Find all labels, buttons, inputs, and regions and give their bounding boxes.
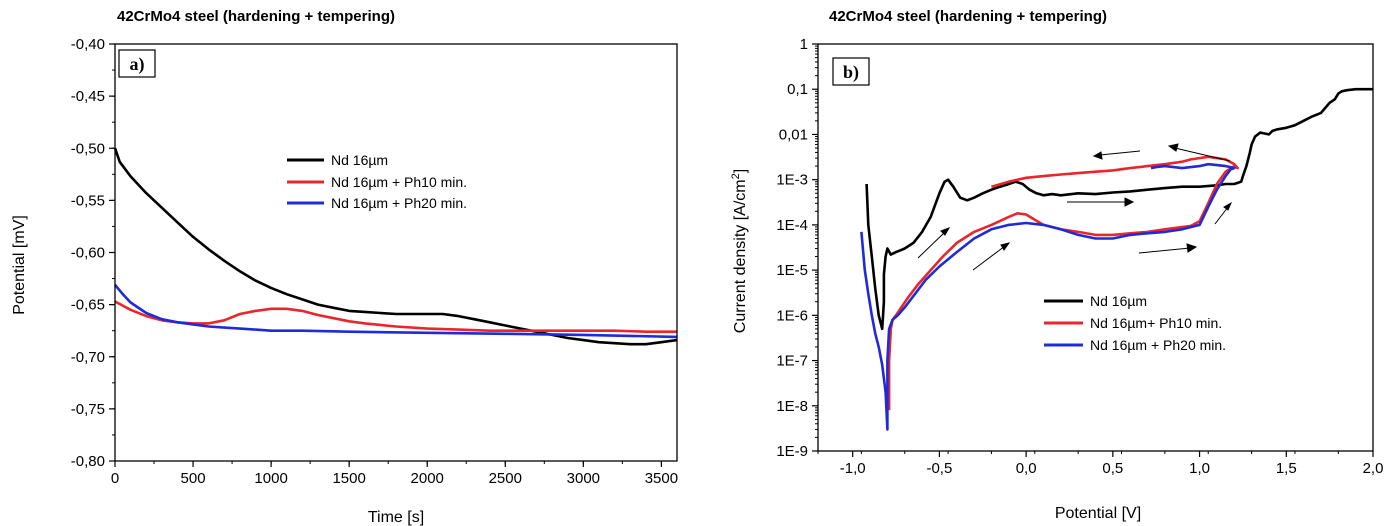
chart-b-legend-label-1: Nd 16µm+ Ph10 min. (1090, 315, 1222, 331)
chart-b-arrowhead-2 (1000, 242, 1011, 251)
chart-b-xlabel: Potential [V] (1055, 505, 1141, 522)
chart-b-ylabel-group: Current density [A/cm2] (730, 169, 749, 333)
chart-b-xtick-label-2: 0,0 (1016, 460, 1037, 477)
chart-b-arrows (917, 143, 1233, 271)
chart-a-xlabel: Time [s] (368, 509, 424, 526)
chart-a-ytick-label-2: -0,70 (71, 349, 105, 366)
chart-b-ytick-label-4: 1E-5 (776, 262, 808, 279)
chart-b-arrowhead-7 (1092, 151, 1103, 160)
chart-b-xtick-label-5: 1,5 (1276, 460, 1297, 477)
chart-a-title: 42CrMo4 steel (hardening + tempering) (117, 8, 395, 25)
chart-a-series-1 (114, 300, 677, 334)
chart-b-plot: -1,0 -0,5 0,0 0,5 1,0 1,5 2,0 1E-9 1E-8 1E-7 1E-6 1… (776, 36, 1383, 477)
chart-b-ytick-label-9: 1 (800, 36, 808, 53)
chart-b-title: 42CrMo4 steel (hardening + tempering) (829, 8, 1107, 25)
chart-b-arrow-4 (1138, 247, 1191, 254)
chart-b-xtick-label-0: -1,0 (840, 460, 866, 477)
chart-a-ytick-label-3: -0,65 (71, 297, 105, 314)
chart-b-xtick-label-1: -0,5 (926, 460, 952, 477)
chart-a-xtick-label-7: 3500 (645, 470, 678, 487)
chart-b-ytick-label-2: 1E-7 (776, 353, 808, 370)
chart-a-legend-label-1: Nd 16µm + Ph10 min. (331, 174, 467, 190)
chart-b-series-2 (860, 162, 1236, 431)
chart-b-arrowhead-6 (1167, 143, 1179, 152)
chart-a-ytick-label-0: -0,80 (71, 453, 105, 470)
chart-b-ytick-label-1: 1E-8 (776, 398, 808, 415)
chart-b-series-0 (865, 87, 1373, 331)
chart-a-xtick-label-2: 1000 (254, 470, 287, 487)
chart-a-xtick-label-6: 3000 (567, 470, 600, 487)
chart-b-panel-label: b) (843, 62, 859, 83)
chart-b-panel-label-box (832, 57, 870, 86)
chart-b-legend-label-2: Nd 16µm + Ph20 min. (1090, 337, 1226, 353)
chart-a-panel-label-box (118, 49, 156, 78)
chart-b-legend: Nd 16µm Nd 16µm+ Ph10 min. Nd 16µm + Ph2… (1044, 293, 1226, 353)
chart-a-panel-label: a) (130, 54, 145, 75)
chart-b-arrow-7 (1099, 150, 1141, 156)
chart-b: 42CrMo4 steel (hardening + tempering) Cu… (730, 8, 1383, 522)
chart-b-ytick-label-8: 0,1 (787, 81, 808, 98)
chart-b-series-1 (887, 155, 1239, 411)
chart-a-ytick-label-7: -0,45 (71, 88, 105, 105)
chart-b-arrowhead-1 (940, 227, 951, 236)
chart-b-arrow-1 (917, 231, 946, 259)
chart-b-arrowhead-5 (1223, 201, 1233, 211)
chart-b-ytick-label-7: 0,01 (779, 126, 808, 143)
chart-a-xtick-label-1: 500 (181, 470, 206, 487)
chart-a-xtick-label-0: 0 (111, 470, 119, 487)
chart-b-ytick-label-5: 1E-4 (776, 217, 808, 234)
chart-b-arrowhead-4 (1186, 243, 1198, 253)
chart-a-series-0 (113, 147, 678, 346)
chart-b-ytick-label-3: 1E-6 (776, 307, 808, 324)
chart-a-ytick-label-5: -0,55 (71, 192, 105, 209)
chart-b-xtick-label-6: 2,0 (1363, 460, 1384, 477)
chart-a-xtick-label-3: 1500 (332, 470, 365, 487)
chart-a-xtick-label-4: 2000 (411, 470, 444, 487)
chart-a-ylabel-group: Potential [mV] (11, 215, 28, 315)
chart-a: 42CrMo4 steel (hardening + tempering) Po… (11, 8, 678, 526)
chart-b-plot-frame (817, 43, 1374, 452)
chart-a-plot: 0 500 1000 1500 2000 2500 3000 3500 -0,80 -0,75 -0… (71, 36, 678, 487)
chart-b-arrow-5 (1214, 206, 1229, 225)
chart-a-legend-label-2: Nd 16µm + Ph20 min. (331, 195, 467, 211)
chart-b-arrow-6 (1174, 147, 1231, 162)
chart-a-plot-frame (114, 43, 678, 462)
chart-a-ytick-label-8: -0,40 (71, 36, 105, 53)
chart-a-ytick-label-1: -0,75 (71, 401, 105, 418)
chart-b-arrowhead-3 (1124, 197, 1135, 207)
chart-b-ylabel: Current density [A/cm2] (730, 169, 749, 333)
chart-a-ytick-label-4: -0,60 (71, 245, 105, 262)
chart-b-xtick-label-3: 0,5 (1102, 460, 1123, 477)
chart-b-ytick-label-6: 1E-3 (776, 172, 808, 189)
chart-a-ylabel: Potential [mV] (11, 215, 28, 315)
chart-b-xtick-label-4: 1,0 (1189, 460, 1210, 477)
chart-a-xtick-label-5: 2500 (489, 470, 522, 487)
chart-a-legend-label-0: Nd 16µm (331, 152, 388, 168)
chart-a-ytick-label-6: -0,50 (71, 140, 105, 157)
chart-a-legend: Nd 16µm Nd 16µm + Ph10 min. Nd 16µm + Ph… (287, 152, 467, 211)
chart-b-legend-label-0: Nd 16µm (1090, 293, 1147, 309)
chart-a-series-2 (113, 283, 678, 339)
chart-b-ytick-label-0: 1E-9 (776, 443, 808, 460)
chart-b-arrow-2 (972, 245, 1006, 271)
